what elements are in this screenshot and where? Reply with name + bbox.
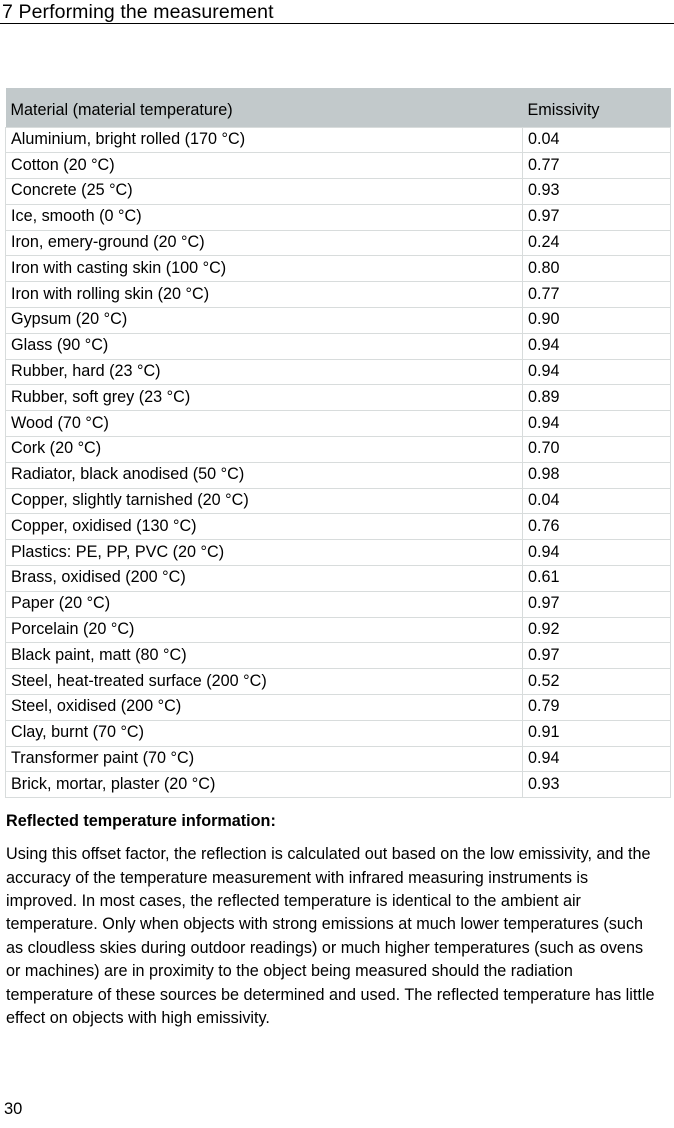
emissivity-cell: 0.89 [522,384,671,412]
material-cell: Ice, smooth (0 °C) [5,203,523,231]
table-row: Transformer paint (70 °C) 0.94 [5,745,671,773]
emissivity-cell: 0.97 [522,203,671,231]
emissivity-cell: 0.94 [522,410,671,438]
material-cell: Wood (70 °C) [5,410,523,438]
table-row: Paper (20 °C) 0.97 [5,590,671,618]
emissivity-cell: 0.94 [522,539,671,567]
emissivity-cell: 0.80 [522,255,671,283]
material-cell: Paper (20 °C) [5,590,523,618]
page-number: 30 [4,1100,23,1118]
table-row: Plastics: PE, PP, PVC (20 °C) 0.94 [5,539,671,567]
emissivity-cell: 0.98 [522,461,671,489]
material-cell: Iron with casting skin (100 °C) [5,255,523,283]
emissivity-cell: 0.24 [522,229,671,257]
material-cell: Iron, emery-ground (20 °C) [5,229,523,257]
material-cell: Black paint, matt (80 °C) [5,642,523,670]
emissivity-table-head: Material (material temperature) Emissivi… [5,88,671,127]
table-row: Iron, emery-ground (20 °C) 0.24 [5,229,671,257]
emissivity-table-body: Aluminium, bright rolled (170 °C) 0.04 Cot… [5,126,671,799]
emissivity-cell: 0.97 [522,642,671,670]
emissivity-cell: 0.91 [522,719,671,747]
table-row: Copper, slightly tarnished (20 °C) 0.04 [5,487,671,515]
table-row: Rubber, hard (23 °C) 0.94 [5,358,671,386]
emissivity-cell: 0.94 [522,745,671,773]
table-row: Glass (90 °C) 0.94 [5,332,671,360]
material-cell: Gypsum (20 °C) [5,307,523,334]
material-cell: Brick, mortar, plaster (20 °C) [5,771,523,799]
table-row: Brick, mortar, plaster (20 °C) 0.93 [5,771,671,799]
emissivity-cell: 0.61 [522,565,671,592]
table-row: Brass, oxidised (200 °C) 0.61 [5,565,671,592]
emissivity-table: Material (material temperature) Emissivi… [5,88,671,799]
table-row: Copper, oxidised (130 °C) 0.76 [5,513,671,541]
table-row: Wood (70 °C) 0.94 [5,410,671,438]
emissivity-cell: 0.77 [522,281,671,309]
emissivity-cell: 0.94 [522,358,671,386]
table-row: Iron with rolling skin (20 °C) 0.77 [5,281,671,309]
table-row: Steel, oxidised (200 °C) 0.79 [5,694,671,721]
material-cell: Steel, heat-treated surface (200 °C) [5,668,523,696]
material-cell: Glass (90 °C) [5,332,523,360]
material-cell: Steel, oxidised (200 °C) [5,694,523,721]
table-row: Black paint, matt (80 °C) 0.97 [5,642,671,670]
material-cell: Iron with rolling skin (20 °C) [5,281,523,309]
material-cell: Copper, oxidised (130 °C) [5,513,523,541]
emissivity-cell: 0.79 [522,694,671,721]
emissivity-cell: 0.70 [522,436,671,463]
emissivity-column-header: Emissivity [522,88,671,127]
page-header-title: 7 Performing the measurement [2,1,274,23]
page-header: 7 Performing the measurement [0,0,674,24]
material-cell: Concrete (25 °C) [5,178,523,205]
table-row: Gypsum (20 °C) 0.90 [5,307,671,334]
material-cell: Aluminium, bright rolled (170 °C) [5,126,523,154]
section-paragraph: Using this offset factor, the reflection… [6,845,655,1028]
table-row: Cork (20 °C) 0.70 [5,436,671,463]
table-row: Radiator, black anodised (50 °C) 0.98 [5,461,671,489]
emissivity-cell: 0.93 [522,178,671,205]
table-row: Ice, smooth (0 °C) 0.97 [5,203,671,231]
material-cell: Transformer paint (70 °C) [5,745,523,773]
material-cell: Copper, slightly tarnished (20 °C) [5,487,523,515]
material-column-header: Material (material temperature) [5,88,523,127]
emissivity-cell: 0.94 [522,332,671,360]
table-row: Rubber, soft grey (23 °C) 0.89 [5,384,671,412]
material-cell: Cotton (20 °C) [5,152,523,180]
emissivity-cell: 0.04 [522,487,671,515]
table-header-row: Material (material temperature) Emissivi… [5,88,671,127]
material-cell: Porcelain (20 °C) [5,616,523,644]
material-cell: Rubber, hard (23 °C) [5,358,523,386]
table-row: Cotton (20 °C) 0.77 [5,152,671,180]
material-cell: Plastics: PE, PP, PVC (20 °C) [5,539,523,567]
emissivity-cell: 0.52 [522,668,671,696]
table-row: Aluminium, bright rolled (170 °C) 0.04 [5,126,671,154]
material-cell: Rubber, soft grey (23 °C) [5,384,523,412]
material-cell: Clay, burnt (70 °C) [5,719,523,747]
table-row: Concrete (25 °C) 0.93 [5,178,671,205]
material-cell: Cork (20 °C) [5,436,523,463]
emissivity-cell: 0.76 [522,513,671,541]
emissivity-cell: 0.77 [522,152,671,180]
section-heading: Reflected temperature information: [6,812,276,831]
emissivity-cell: 0.04 [522,126,671,154]
emissivity-cell: 0.93 [522,771,671,799]
material-cell: Brass, oxidised (200 °C) [5,565,523,592]
emissivity-cell: 0.92 [522,616,671,644]
table-row: Steel, heat-treated surface (200 °C) 0.52 [5,668,671,696]
table-row: Porcelain (20 °C) 0.92 [5,616,671,644]
emissivity-cell: 0.90 [522,307,671,334]
table-row: Iron with casting skin (100 °C) 0.80 [5,255,671,283]
emissivity-cell: 0.97 [522,590,671,618]
table-row: Clay, burnt (70 °C) 0.91 [5,719,671,747]
material-cell: Radiator, black anodised (50 °C) [5,461,523,489]
